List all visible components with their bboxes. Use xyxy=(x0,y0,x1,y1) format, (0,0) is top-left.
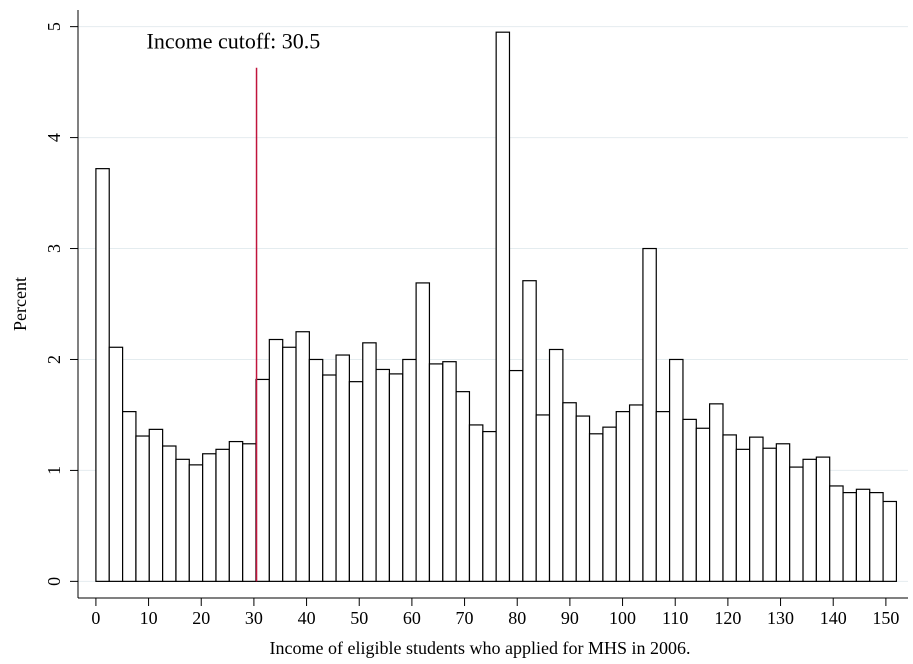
bar xyxy=(722,434,737,582)
x-tick-label: 20 xyxy=(192,608,210,628)
x-tick-label: 150 xyxy=(872,608,899,628)
bar xyxy=(175,458,190,582)
bar xyxy=(282,346,297,582)
x-tick-label: 130 xyxy=(767,608,794,628)
bar xyxy=(588,433,604,582)
x-tick-label: 110 xyxy=(662,608,688,628)
bar xyxy=(402,358,417,582)
bar xyxy=(628,404,644,582)
y-tick-label: 0 xyxy=(44,577,64,586)
bar xyxy=(362,342,377,582)
bar xyxy=(215,448,230,582)
x-axis-label: Income of eligible students who applied … xyxy=(270,638,691,658)
bar xyxy=(802,458,817,582)
bar xyxy=(695,427,711,582)
bar xyxy=(308,358,324,582)
y-tick-label: 2 xyxy=(44,355,64,364)
bar xyxy=(775,443,791,582)
bar xyxy=(242,443,257,582)
bar xyxy=(668,358,684,582)
bar xyxy=(148,428,164,582)
bar xyxy=(188,464,204,582)
bar xyxy=(455,391,471,582)
bar xyxy=(428,363,444,582)
bar xyxy=(202,453,217,582)
bar xyxy=(562,402,577,582)
bar xyxy=(135,435,150,582)
bar xyxy=(789,466,804,582)
y-tick-label: 3 xyxy=(44,244,64,253)
bar xyxy=(615,411,631,582)
bar xyxy=(348,381,364,582)
bar xyxy=(495,31,511,582)
bar xyxy=(682,418,697,582)
bar xyxy=(388,373,404,582)
bar xyxy=(108,346,124,582)
bar xyxy=(749,436,764,582)
bar xyxy=(442,361,457,582)
x-tick-label: 70 xyxy=(456,608,474,628)
bar xyxy=(508,369,524,582)
x-tick-label: 100 xyxy=(609,608,636,628)
x-tick-label: 0 xyxy=(91,608,100,628)
x-tick-label: 60 xyxy=(403,608,421,628)
bar xyxy=(642,247,657,582)
y-tick-label: 5 xyxy=(44,22,64,31)
bar xyxy=(762,447,777,582)
bar xyxy=(829,485,844,582)
bar xyxy=(869,492,884,582)
annotation: Income cutoff: 30.5 xyxy=(147,29,321,54)
bar xyxy=(95,168,110,582)
bar xyxy=(575,415,591,582)
y-tick-label: 1 xyxy=(44,466,64,475)
bar xyxy=(882,500,898,582)
bar xyxy=(855,488,871,582)
bar xyxy=(548,348,564,582)
x-tick-label: 40 xyxy=(298,608,316,628)
bar xyxy=(535,414,551,582)
bar xyxy=(375,368,391,582)
bar xyxy=(122,411,137,582)
bar xyxy=(322,374,337,582)
y-axis-label: Percent xyxy=(10,277,30,331)
x-tick-label: 10 xyxy=(140,608,158,628)
bar xyxy=(655,411,671,582)
bar xyxy=(255,378,270,582)
y-tick-label: 4 xyxy=(44,133,64,142)
bar xyxy=(468,424,484,582)
bar xyxy=(709,403,724,582)
bar xyxy=(522,280,537,582)
bar xyxy=(335,354,350,582)
bar xyxy=(415,282,431,582)
bar xyxy=(162,445,177,582)
x-tick-label: 140 xyxy=(820,608,847,628)
x-tick-label: 50 xyxy=(350,608,368,628)
bar xyxy=(602,426,617,582)
x-tick-label: 80 xyxy=(508,608,526,628)
bar xyxy=(228,440,244,582)
x-tick-label: 120 xyxy=(714,608,741,628)
bar xyxy=(295,331,310,582)
bar xyxy=(815,456,831,582)
x-tick-label: 90 xyxy=(561,608,579,628)
bar xyxy=(268,338,284,582)
bar xyxy=(735,448,751,582)
bar xyxy=(842,492,857,582)
x-tick-label: 30 xyxy=(245,608,263,628)
bar xyxy=(482,430,497,582)
